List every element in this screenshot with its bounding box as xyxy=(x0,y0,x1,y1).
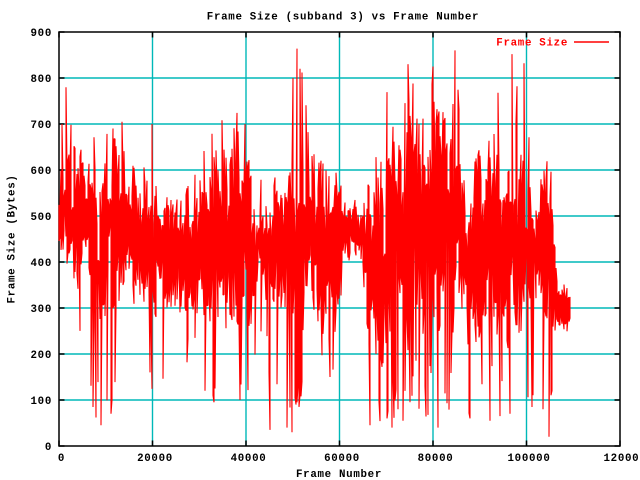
svg-text:80000: 80000 xyxy=(418,453,454,465)
svg-text:100: 100 xyxy=(30,396,52,408)
svg-text:40000: 40000 xyxy=(231,453,267,465)
svg-text:20000: 20000 xyxy=(137,453,173,465)
svg-text:300: 300 xyxy=(30,304,52,316)
svg-text:120000: 120000 xyxy=(603,453,640,465)
svg-text:Frame Number: Frame Number xyxy=(296,469,382,480)
svg-text:60000: 60000 xyxy=(324,453,360,465)
svg-text:0: 0 xyxy=(58,453,65,465)
svg-text:500: 500 xyxy=(30,212,52,224)
svg-text:100000: 100000 xyxy=(507,453,550,465)
svg-text:Frame Size (subband 3) vs Fram: Frame Size (subband 3) vs Frame Number xyxy=(207,12,479,24)
svg-text:600: 600 xyxy=(30,166,52,178)
svg-text:0: 0 xyxy=(45,442,52,454)
svg-text:400: 400 xyxy=(30,258,52,270)
svg-text:Frame Size: Frame Size xyxy=(496,38,568,50)
svg-text:800: 800 xyxy=(30,74,52,86)
svg-text:700: 700 xyxy=(30,120,52,132)
svg-text:900: 900 xyxy=(30,28,52,40)
svg-text:Frame Size (Bytes): Frame Size (Bytes) xyxy=(7,174,19,303)
svg-text:200: 200 xyxy=(30,350,52,362)
